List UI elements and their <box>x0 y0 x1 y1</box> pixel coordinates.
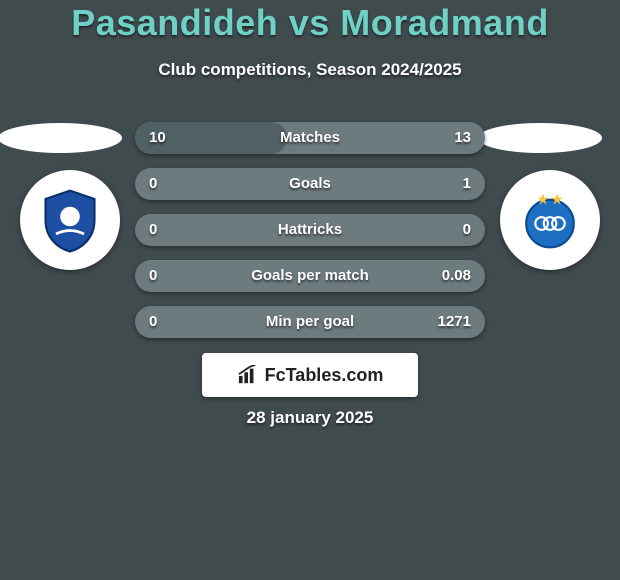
stat-row: 00.08Goals per match <box>135 260 485 292</box>
stat-row: 00Hattricks <box>135 214 485 246</box>
stat-row: 01271Min per goal <box>135 306 485 338</box>
brand-badge: FcTables.com <box>202 353 418 397</box>
stat-row: 01Goals <box>135 168 485 200</box>
stat-label: Min per goal <box>135 306 485 338</box>
subtitle: Club competitions, Season 2024/2025 <box>0 60 620 80</box>
comparison-infographic: Pasandideh vs Moradmand Club competition… <box>0 0 620 580</box>
page-title: Pasandideh vs Moradmand <box>0 2 620 44</box>
brand-text: FcTables.com <box>265 365 384 386</box>
bar-chart-icon <box>237 365 259 385</box>
right-team-badge <box>500 170 600 270</box>
right-player-ellipse <box>478 123 602 153</box>
stat-label: Goals <box>135 168 485 200</box>
stats-bars: 1013Matches 01Goals 00Hattricks 00.08Goals … <box>135 122 485 352</box>
stat-label: Hattricks <box>135 214 485 246</box>
stat-label: Goals per match <box>135 260 485 292</box>
left-player-ellipse <box>0 123 122 153</box>
stat-label: Matches <box>135 122 485 154</box>
snapshot-date: 28 january 2025 <box>0 408 620 428</box>
left-team-badge <box>20 170 120 270</box>
right-team-crest-icon <box>515 185 585 255</box>
stat-row: 1013Matches <box>135 122 485 154</box>
left-team-crest-icon <box>35 185 105 255</box>
